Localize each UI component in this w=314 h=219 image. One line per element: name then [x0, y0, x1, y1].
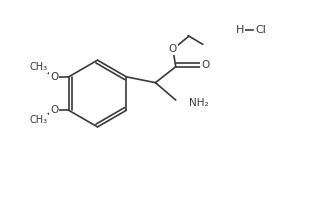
Text: CH₃: CH₃: [29, 115, 47, 125]
Text: O: O: [169, 44, 177, 54]
Text: NH₂: NH₂: [189, 98, 208, 108]
Text: O: O: [202, 60, 210, 70]
Text: O: O: [50, 105, 58, 115]
Text: O: O: [50, 72, 58, 82]
Text: Cl: Cl: [256, 25, 267, 35]
Text: CH₃: CH₃: [29, 62, 47, 72]
Text: H: H: [236, 25, 244, 35]
